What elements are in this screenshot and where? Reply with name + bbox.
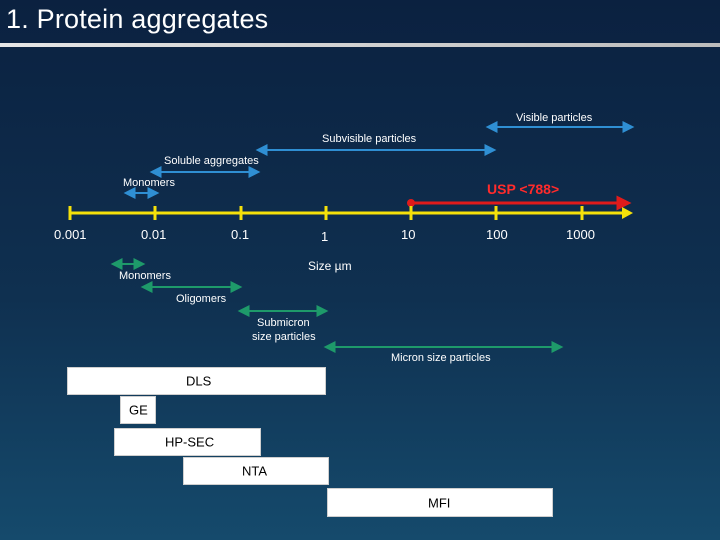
- usp-range-start-dot: [407, 199, 415, 207]
- title-divider: [0, 43, 720, 47]
- submicron-label-line2: size particles: [252, 331, 316, 343]
- tick-label: 1000: [566, 227, 595, 242]
- usp-label: USP <788>: [487, 181, 560, 197]
- submicron-label-line1: Submicron: [257, 317, 310, 329]
- method-mfi-label: MFI: [428, 495, 451, 510]
- axis-unit-label: Size µm: [308, 259, 352, 273]
- method-ge: GE: [120, 396, 156, 424]
- monomers-lower-label: Monomers: [119, 270, 171, 282]
- size-axis-arrowhead: [622, 207, 633, 219]
- monomers-upper-label: Monomers: [123, 177, 175, 189]
- micron-size-label: Micron size particles: [391, 352, 491, 364]
- method-ge-label: GE: [129, 402, 148, 418]
- tick-label: 1: [321, 229, 329, 244]
- tick-label: 100: [486, 227, 508, 242]
- oligomers-label: Oligomers: [176, 293, 227, 305]
- method-nta: NTA: [183, 457, 329, 485]
- soluble-aggregates-label: Soluble aggregates: [164, 155, 259, 167]
- method-dls-label: DLS: [186, 373, 212, 389]
- method-mfi: MFI: [327, 488, 553, 517]
- method-dls: DLS: [67, 367, 326, 395]
- tick-label: 0.1: [231, 227, 250, 242]
- tick-label: 10: [401, 227, 416, 242]
- method-hpsec-label: HP-SEC: [165, 434, 215, 450]
- visible-particles-label: Visible particles: [516, 112, 593, 124]
- method-hpsec: HP-SEC: [114, 428, 261, 456]
- tick-label: 0.01: [141, 227, 167, 242]
- subvisible-particles-label: Subvisible particles: [322, 133, 417, 145]
- method-nta-label: NTA: [242, 463, 268, 479]
- tick-label: 0.001: [54, 227, 87, 242]
- page-title: 1. Protein aggregates: [6, 4, 269, 34]
